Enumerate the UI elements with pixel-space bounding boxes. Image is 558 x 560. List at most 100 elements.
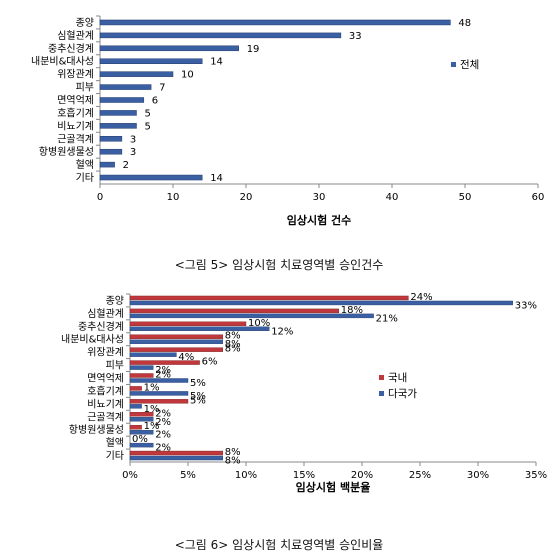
bar-domestic: [129, 424, 142, 430]
bar-multinational: [129, 391, 189, 396]
bar: [99, 84, 152, 90]
data-label-multinational: 8%: [225, 339, 241, 350]
legend-label: 전체: [460, 59, 479, 71]
x-tick-label: 40: [386, 192, 399, 203]
data-label: 10: [181, 70, 194, 81]
data-label: 48: [458, 18, 471, 29]
category-label: 기타: [76, 172, 94, 184]
category-label: 혈액: [76, 158, 94, 171]
bar: [99, 71, 174, 77]
category-label: 중추신경계: [48, 42, 94, 55]
category-label: 항병원생물성: [69, 424, 124, 436]
bar: [99, 148, 123, 155]
bar-domestic: [129, 295, 409, 301]
data-label: 14: [210, 173, 223, 184]
category-label: 위장관계: [87, 346, 124, 359]
data-label: 3: [130, 134, 136, 145]
figure-5-caption: <그림 5> 임상시험 치료영역별 승인건수: [174, 258, 384, 272]
x-tick-label: 10%: [235, 470, 257, 481]
x-tick-label: 30: [313, 192, 326, 203]
data-label: 6: [152, 96, 158, 107]
bar-multinational: [129, 455, 224, 461]
data-label-domestic: 2%: [155, 370, 171, 381]
bar: [99, 19, 451, 26]
category-label: 내분비&대사성: [31, 56, 94, 68]
x-tick-label: 0%: [122, 470, 138, 481]
bar-multinational: [129, 313, 374, 319]
data-label-domestic: 1%: [144, 382, 160, 393]
x-tick-label: 25%: [409, 470, 431, 481]
x-tick-label: 30%: [467, 470, 489, 481]
data-label-multinational: 21%: [376, 313, 398, 324]
category-label: 내분비&대사성: [61, 334, 124, 346]
bar-domestic: [129, 308, 340, 314]
category-label: 위장관계: [57, 68, 94, 81]
data-label-domestic: 6%: [202, 357, 218, 368]
bar-multinational: [129, 378, 189, 383]
bar: [99, 161, 115, 168]
x-tick-label: 10: [167, 192, 180, 203]
data-label: 14: [210, 57, 223, 68]
data-label-multinational: 2%: [155, 443, 171, 454]
bar: [99, 123, 137, 129]
bar: [99, 174, 203, 181]
category-label: 기타: [106, 450, 124, 462]
bar-domestic: [129, 321, 247, 327]
bar: [99, 32, 342, 39]
data-label-multinational: 5%: [190, 378, 206, 389]
data-label: 5: [145, 108, 151, 119]
data-label-multinational: 4%: [178, 352, 194, 363]
data-label: 2: [123, 160, 129, 171]
category-label: 호흡기계: [87, 384, 124, 397]
x-tick-label: 60: [532, 192, 545, 203]
bar: [99, 136, 123, 142]
category-label: 호흡기계: [57, 106, 94, 119]
category-label: 종양: [76, 17, 94, 29]
bar-multinational: [129, 429, 154, 435]
legend-swatch-domestic: [379, 375, 384, 380]
data-label: 19: [247, 44, 260, 55]
bar-domestic: [129, 399, 189, 404]
x-tick-label: 20%: [351, 470, 373, 481]
data-label: 5: [145, 121, 151, 132]
bar-domestic: [129, 386, 142, 391]
bar-multinational: [129, 326, 270, 332]
data-label-domestic: 8%: [225, 447, 241, 458]
x-tick-label: 0: [97, 192, 103, 203]
bar-multinational: [129, 404, 142, 409]
data-label-multinational: 5%: [190, 391, 206, 402]
bar: [99, 45, 239, 52]
category-label: 비뇨기계: [87, 398, 124, 410]
category-label: 심혈관계: [57, 29, 94, 42]
data-label-domestic: 10%: [248, 318, 270, 329]
bar-multinational: [129, 365, 154, 370]
x-axis-title: 임상시험 건수: [287, 213, 352, 227]
category-label: 중추신경계: [78, 320, 124, 333]
category-label: 항병원생물성: [39, 146, 94, 158]
data-label-domestic: 2%: [155, 408, 171, 419]
category-label: 심혈관계: [87, 307, 124, 320]
data-label-multinational: 1%: [144, 404, 160, 415]
chart-approval-percentages: 0% 5% 10% 15% 20% 25% 30% 35% 종양 24% 33% 심혈관계 18% 21%…: [61, 292, 547, 494]
data-label-multinational: 2%: [155, 417, 171, 428]
data-label-multinational: 12%: [271, 326, 293, 337]
data-label-domestic: 0%: [132, 434, 148, 445]
data-label-multinational: 33%: [515, 300, 537, 311]
data-label-domestic: 8%: [225, 344, 241, 355]
bar-domestic: [129, 334, 224, 339]
data-label: 7: [159, 83, 165, 94]
bar-domestic: [129, 450, 224, 456]
data-label: 3: [130, 147, 136, 158]
legend-swatch-multinational: [379, 391, 384, 396]
bar-domestic: [129, 347, 224, 352]
bar-domestic: [129, 360, 200, 365]
bar-domestic: [129, 373, 154, 378]
figure-6-caption: <그림 6> 임상시험 치료영역별 승인비율: [174, 538, 384, 552]
bar: [99, 110, 137, 116]
x-tick-label: 35%: [525, 470, 547, 481]
x-tick-label: 20: [240, 192, 253, 203]
category-label: 피부: [76, 82, 94, 94]
legend-label-multinational: 다국가: [388, 388, 417, 400]
data-label-domestic: 5%: [190, 395, 206, 406]
